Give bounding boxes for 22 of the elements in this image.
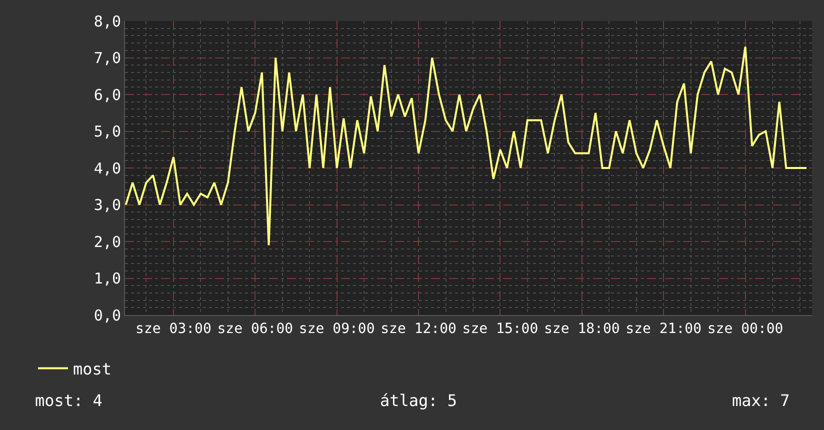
x-tick-label: sze 00:00 bbox=[707, 320, 784, 337]
text: átlag: 5 bbox=[380, 391, 458, 410]
x-tick-label: sze 18:00 bbox=[544, 320, 620, 337]
y-tick-label: 7,0 bbox=[94, 49, 121, 67]
legend-label: most bbox=[73, 360, 112, 379]
y-tick-label: 2,0 bbox=[94, 232, 121, 251]
x-tick-label: sze 09:00 bbox=[298, 320, 375, 337]
line-series bbox=[125, 46, 808, 246]
y-tick-label: 4,0 bbox=[94, 159, 121, 178]
y-tick-label: 3,0 bbox=[94, 196, 121, 214]
y-tick-label: 8,0 bbox=[94, 12, 121, 30]
x-tick-label: sze 12:00 bbox=[380, 320, 456, 337]
x-tick-label: sze 21:00 bbox=[626, 320, 702, 337]
x-tick-label: sze 06:00 bbox=[217, 320, 294, 337]
x-tick-label: sze 15:00 bbox=[462, 320, 538, 337]
y-tick-label: 6,0 bbox=[94, 86, 121, 104]
y-tick-label: 5,0 bbox=[94, 122, 121, 140]
text: max: 7 bbox=[732, 391, 790, 410]
x-tick-label: sze 03:00 bbox=[136, 320, 212, 337]
text: most: 4 bbox=[35, 391, 102, 410]
y-tick-label: 0,0 bbox=[94, 306, 121, 324]
y-tick-label: 1,0 bbox=[94, 270, 121, 288]
